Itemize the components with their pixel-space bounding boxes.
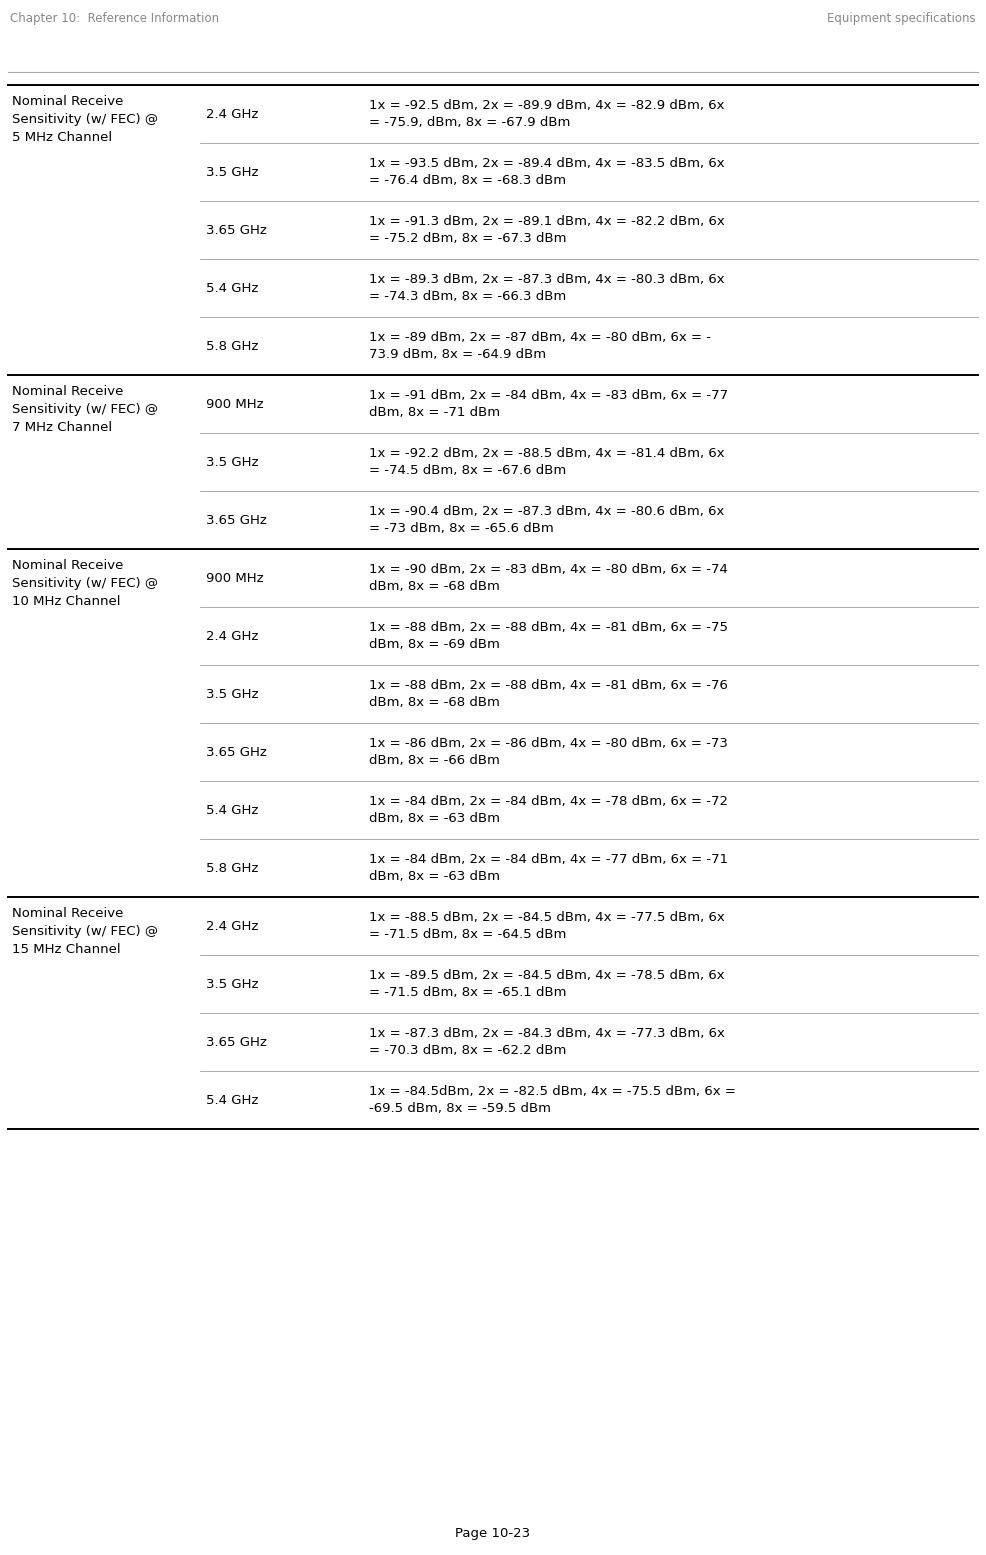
Text: 1x = -88 dBm, 2x = -88 dBm, 4x = -81 dBm, 6x = -76
dBm, 8x = -68 dBm: 1x = -88 dBm, 2x = -88 dBm, 4x = -81 dBm… (369, 680, 728, 709)
Text: 1x = -91.3 dBm, 2x = -89.1 dBm, 4x = -82.2 dBm, 6x
= -75.2 dBm, 8x = -67.3 dBm: 1x = -91.3 dBm, 2x = -89.1 dBm, 4x = -82… (369, 215, 725, 246)
Text: 900 MHz: 900 MHz (206, 398, 263, 411)
Text: 1x = -88 dBm, 2x = -88 dBm, 4x = -81 dBm, 6x = -75
dBm, 8x = -69 dBm: 1x = -88 dBm, 2x = -88 dBm, 4x = -81 dBm… (369, 620, 728, 652)
Text: 1x = -92.5 dBm, 2x = -89.9 dBm, 4x = -82.9 dBm, 6x
= -75.9, dBm, 8x = -67.9 dBm: 1x = -92.5 dBm, 2x = -89.9 dBm, 4x = -82… (369, 100, 725, 129)
Text: 1x = -88.5 dBm, 2x = -84.5 dBm, 4x = -77.5 dBm, 6x
= -71.5 dBm, 8x = -64.5 dBm: 1x = -88.5 dBm, 2x = -84.5 dBm, 4x = -77… (369, 911, 725, 941)
Text: 1x = -90.4 dBm, 2x = -87.3 dBm, 4x = -80.6 dBm, 6x
= -73 dBm, 8x = -65.6 dBm: 1x = -90.4 dBm, 2x = -87.3 dBm, 4x = -80… (369, 505, 725, 535)
Text: 5.8 GHz: 5.8 GHz (206, 339, 258, 353)
Text: 3.5 GHz: 3.5 GHz (206, 456, 258, 468)
Text: 1x = -90 dBm, 2x = -83 dBm, 4x = -80 dBm, 6x = -74
dBm, 8x = -68 dBm: 1x = -90 dBm, 2x = -83 dBm, 4x = -80 dBm… (369, 563, 728, 592)
Text: 5.8 GHz: 5.8 GHz (206, 861, 258, 874)
Text: 1x = -87.3 dBm, 2x = -84.3 dBm, 4x = -77.3 dBm, 6x
= -70.3 dBm, 8x = -62.2 dBm: 1x = -87.3 dBm, 2x = -84.3 dBm, 4x = -77… (369, 1026, 725, 1057)
Text: 1x = -89.5 dBm, 2x = -84.5 dBm, 4x = -78.5 dBm, 6x
= -71.5 dBm, 8x = -65.1 dBm: 1x = -89.5 dBm, 2x = -84.5 dBm, 4x = -78… (369, 969, 725, 998)
Text: 1x = -89.3 dBm, 2x = -87.3 dBm, 4x = -80.3 dBm, 6x
= -74.3 dBm, 8x = -66.3 dBm: 1x = -89.3 dBm, 2x = -87.3 dBm, 4x = -80… (369, 274, 725, 303)
Text: 1x = -84.5dBm, 2x = -82.5 dBm, 4x = -75.5 dBm, 6x =
-69.5 dBm, 8x = -59.5 dBm: 1x = -84.5dBm, 2x = -82.5 dBm, 4x = -75.… (369, 1085, 736, 1115)
Text: 1x = -91 dBm, 2x = -84 dBm, 4x = -83 dBm, 6x = -77
dBm, 8x = -71 dBm: 1x = -91 dBm, 2x = -84 dBm, 4x = -83 dBm… (369, 389, 728, 418)
Text: 1x = -84 dBm, 2x = -84 dBm, 4x = -77 dBm, 6x = -71
dBm, 8x = -63 dBm: 1x = -84 dBm, 2x = -84 dBm, 4x = -77 dBm… (369, 854, 728, 883)
Text: 1x = -86 dBm, 2x = -86 dBm, 4x = -80 dBm, 6x = -73
dBm, 8x = -66 dBm: 1x = -86 dBm, 2x = -86 dBm, 4x = -80 dBm… (369, 737, 728, 767)
Text: 2.4 GHz: 2.4 GHz (206, 919, 258, 933)
Text: 3.5 GHz: 3.5 GHz (206, 978, 258, 991)
Text: 3.5 GHz: 3.5 GHz (206, 687, 258, 700)
Text: Nominal Receive
Sensitivity (w/ FEC) @
5 MHz Channel: Nominal Receive Sensitivity (w/ FEC) @ 5… (12, 95, 158, 145)
Text: 5.4 GHz: 5.4 GHz (206, 804, 258, 816)
Text: 1x = -89 dBm, 2x = -87 dBm, 4x = -80 dBm, 6x = -
73.9 dBm, 8x = -64.9 dBm: 1x = -89 dBm, 2x = -87 dBm, 4x = -80 dBm… (369, 331, 711, 361)
Text: 3.65 GHz: 3.65 GHz (206, 224, 267, 236)
Text: 3.5 GHz: 3.5 GHz (206, 165, 258, 179)
Text: 1x = -93.5 dBm, 2x = -89.4 dBm, 4x = -83.5 dBm, 6x
= -76.4 dBm, 8x = -68.3 dBm: 1x = -93.5 dBm, 2x = -89.4 dBm, 4x = -83… (369, 157, 725, 187)
Text: 5.4 GHz: 5.4 GHz (206, 281, 258, 294)
Text: 3.65 GHz: 3.65 GHz (206, 513, 267, 527)
Text: Page 10-23: Page 10-23 (456, 1527, 530, 1539)
Text: 900 MHz: 900 MHz (206, 572, 263, 585)
Text: Chapter 10:  Reference Information: Chapter 10: Reference Information (10, 12, 219, 25)
Text: 5.4 GHz: 5.4 GHz (206, 1093, 258, 1107)
Text: Equipment specifications: Equipment specifications (827, 12, 976, 25)
Text: 1x = -84 dBm, 2x = -84 dBm, 4x = -78 dBm, 6x = -72
dBm, 8x = -63 dBm: 1x = -84 dBm, 2x = -84 dBm, 4x = -78 dBm… (369, 795, 728, 826)
Text: Nominal Receive
Sensitivity (w/ FEC) @
10 MHz Channel: Nominal Receive Sensitivity (w/ FEC) @ 1… (12, 558, 158, 608)
Text: 1x = -92.2 dBm, 2x = -88.5 dBm, 4x = -81.4 dBm, 6x
= -74.5 dBm, 8x = -67.6 dBm: 1x = -92.2 dBm, 2x = -88.5 dBm, 4x = -81… (369, 446, 725, 477)
Text: 3.65 GHz: 3.65 GHz (206, 745, 267, 759)
Text: Nominal Receive
Sensitivity (w/ FEC) @
7 MHz Channel: Nominal Receive Sensitivity (w/ FEC) @ 7… (12, 386, 158, 434)
Text: 3.65 GHz: 3.65 GHz (206, 1036, 267, 1048)
Text: Nominal Receive
Sensitivity (w/ FEC) @
15 MHz Channel: Nominal Receive Sensitivity (w/ FEC) @ 1… (12, 907, 158, 956)
Text: 2.4 GHz: 2.4 GHz (206, 107, 258, 120)
Text: 2.4 GHz: 2.4 GHz (206, 630, 258, 642)
